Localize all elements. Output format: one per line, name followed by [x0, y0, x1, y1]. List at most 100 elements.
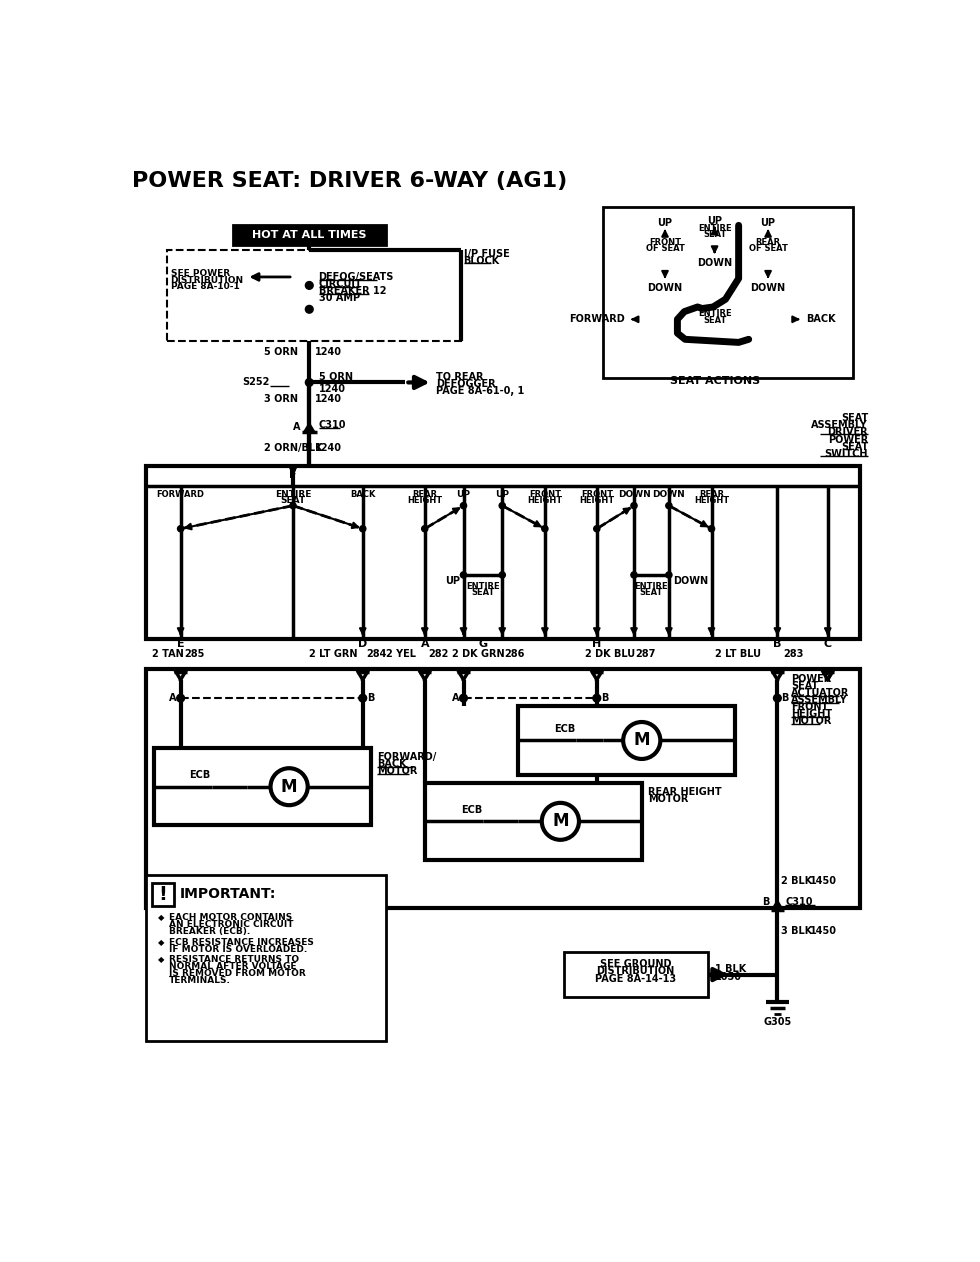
Text: 1240: 1240 — [318, 384, 346, 394]
Circle shape — [359, 694, 367, 702]
Text: DOWN: DOWN — [617, 490, 651, 498]
Circle shape — [360, 526, 366, 531]
Text: HEIGHT: HEIGHT — [579, 496, 614, 505]
Text: ACTUATOR: ACTUATOR — [791, 688, 850, 698]
Bar — [564, 953, 708, 997]
Text: ENTIRE: ENTIRE — [698, 223, 731, 233]
Text: G: G — [478, 640, 487, 649]
Text: B: B — [762, 897, 769, 907]
Circle shape — [631, 502, 637, 509]
Text: SEAT: SEAT — [841, 413, 868, 423]
Text: ◆: ◆ — [158, 914, 165, 923]
Text: SEAT: SEAT — [639, 588, 662, 597]
Text: ECB RESISTANCE INCREASES: ECB RESISTANCE INCREASES — [169, 938, 314, 946]
Text: 1240: 1240 — [315, 395, 342, 404]
Text: UP: UP — [708, 216, 722, 226]
Text: TERMINALS.: TERMINALS. — [169, 977, 231, 986]
Circle shape — [461, 572, 466, 578]
Text: SEAT: SEAT — [471, 588, 495, 597]
Text: G305: G305 — [763, 1017, 792, 1027]
Text: HEIGHT: HEIGHT — [527, 496, 563, 505]
Text: FRONT: FRONT — [649, 237, 681, 247]
Text: BACK: BACK — [350, 490, 375, 498]
Text: DOWN: DOWN — [653, 490, 685, 498]
Bar — [146, 466, 860, 639]
Text: PAGE 8A-14-13: PAGE 8A-14-13 — [595, 974, 676, 984]
Text: FRONT: FRONT — [581, 490, 612, 498]
Circle shape — [665, 572, 672, 578]
Bar — [167, 250, 462, 341]
Text: A: A — [293, 422, 301, 432]
Text: SWITCH: SWITCH — [824, 449, 868, 459]
Text: 2 DK GRN: 2 DK GRN — [452, 649, 505, 659]
Text: BREAKER (ECB).: BREAKER (ECB). — [169, 928, 250, 936]
Circle shape — [499, 502, 506, 509]
Bar — [146, 876, 386, 1041]
Text: SEE GROUND: SEE GROUND — [600, 959, 671, 969]
Circle shape — [594, 526, 600, 531]
Text: ASSEMBLY: ASSEMBLY — [811, 420, 868, 430]
Text: 1450: 1450 — [809, 926, 837, 936]
Circle shape — [665, 502, 672, 509]
Text: REAR: REAR — [756, 237, 781, 247]
Text: DOWN: DOWN — [672, 575, 708, 586]
Circle shape — [421, 526, 428, 531]
Text: D: D — [358, 640, 368, 649]
Text: HEIGHT: HEIGHT — [407, 496, 442, 505]
Text: REAR: REAR — [413, 490, 437, 498]
Text: PAGE 8A-61-0, 1: PAGE 8A-61-0, 1 — [436, 386, 524, 396]
Text: M: M — [281, 777, 297, 795]
Text: 286: 286 — [505, 649, 525, 659]
Text: AN ELECTRONIC CIRCUIT: AN ELECTRONIC CIRCUIT — [169, 920, 293, 929]
Text: 2 ORN/BLK: 2 ORN/BLK — [264, 443, 322, 453]
Text: FORWARD: FORWARD — [157, 490, 205, 498]
Text: SEAT: SEAT — [703, 230, 726, 239]
Text: POWER: POWER — [791, 674, 832, 684]
Circle shape — [499, 572, 506, 578]
Text: IS REMOVED FROM MOTOR: IS REMOVED FROM MOTOR — [169, 969, 306, 978]
Text: DRIVER: DRIVER — [827, 427, 868, 437]
Text: OF SEAT: OF SEAT — [749, 244, 788, 252]
Text: BLOCK: BLOCK — [464, 256, 500, 266]
Text: 2 BLK: 2 BLK — [781, 876, 812, 886]
Text: REAR HEIGHT: REAR HEIGHT — [648, 787, 721, 798]
Text: 283: 283 — [784, 649, 804, 659]
Text: 1240: 1240 — [315, 347, 342, 357]
Text: 2 YEL: 2 YEL — [386, 649, 416, 659]
Text: SEAT ACTIONS: SEAT ACTIONS — [669, 376, 760, 386]
Text: IF MOTOR IS OVERLOADED.: IF MOTOR IS OVERLOADED. — [169, 945, 308, 954]
Text: 1240: 1240 — [315, 443, 342, 453]
Text: E: E — [176, 640, 184, 649]
Circle shape — [460, 694, 467, 702]
Text: DOWN: DOWN — [648, 283, 682, 293]
Text: A: A — [452, 693, 460, 703]
Text: FORWARD/: FORWARD/ — [376, 752, 436, 762]
Text: DEFOG/SEATS: DEFOG/SEATS — [318, 271, 394, 281]
Bar — [146, 669, 860, 907]
Text: 5 ORN: 5 ORN — [318, 372, 353, 382]
Text: TO REAR: TO REAR — [436, 372, 484, 382]
Text: NORMAL AFTER VOLTAGE: NORMAL AFTER VOLTAGE — [169, 963, 297, 972]
Text: 3 ORN: 3 ORN — [264, 395, 298, 404]
Text: 284: 284 — [367, 649, 387, 659]
Text: ECB: ECB — [189, 770, 211, 780]
Text: REAR: REAR — [699, 490, 724, 498]
Text: UP: UP — [760, 218, 775, 228]
Text: ECB: ECB — [554, 724, 575, 734]
Text: MOTOR: MOTOR — [648, 794, 688, 804]
Bar — [154, 748, 370, 825]
Text: C310: C310 — [785, 897, 812, 907]
Text: EACH MOTOR CONTAINS: EACH MOTOR CONTAINS — [169, 914, 292, 923]
Text: 2 LT BLU: 2 LT BLU — [715, 649, 761, 659]
Text: 2 LT GRN: 2 LT GRN — [309, 649, 357, 659]
Text: H: H — [592, 640, 602, 649]
Text: UP: UP — [457, 490, 470, 498]
Text: DOWN: DOWN — [697, 259, 732, 268]
Text: MOTOR: MOTOR — [791, 717, 832, 726]
Text: 3 BLK: 3 BLK — [781, 926, 812, 936]
Text: SEAT: SEAT — [280, 496, 306, 505]
Text: B: B — [773, 640, 782, 649]
Text: 285: 285 — [184, 649, 205, 659]
Text: CIRCUIT: CIRCUIT — [318, 279, 363, 289]
Bar — [517, 705, 735, 775]
